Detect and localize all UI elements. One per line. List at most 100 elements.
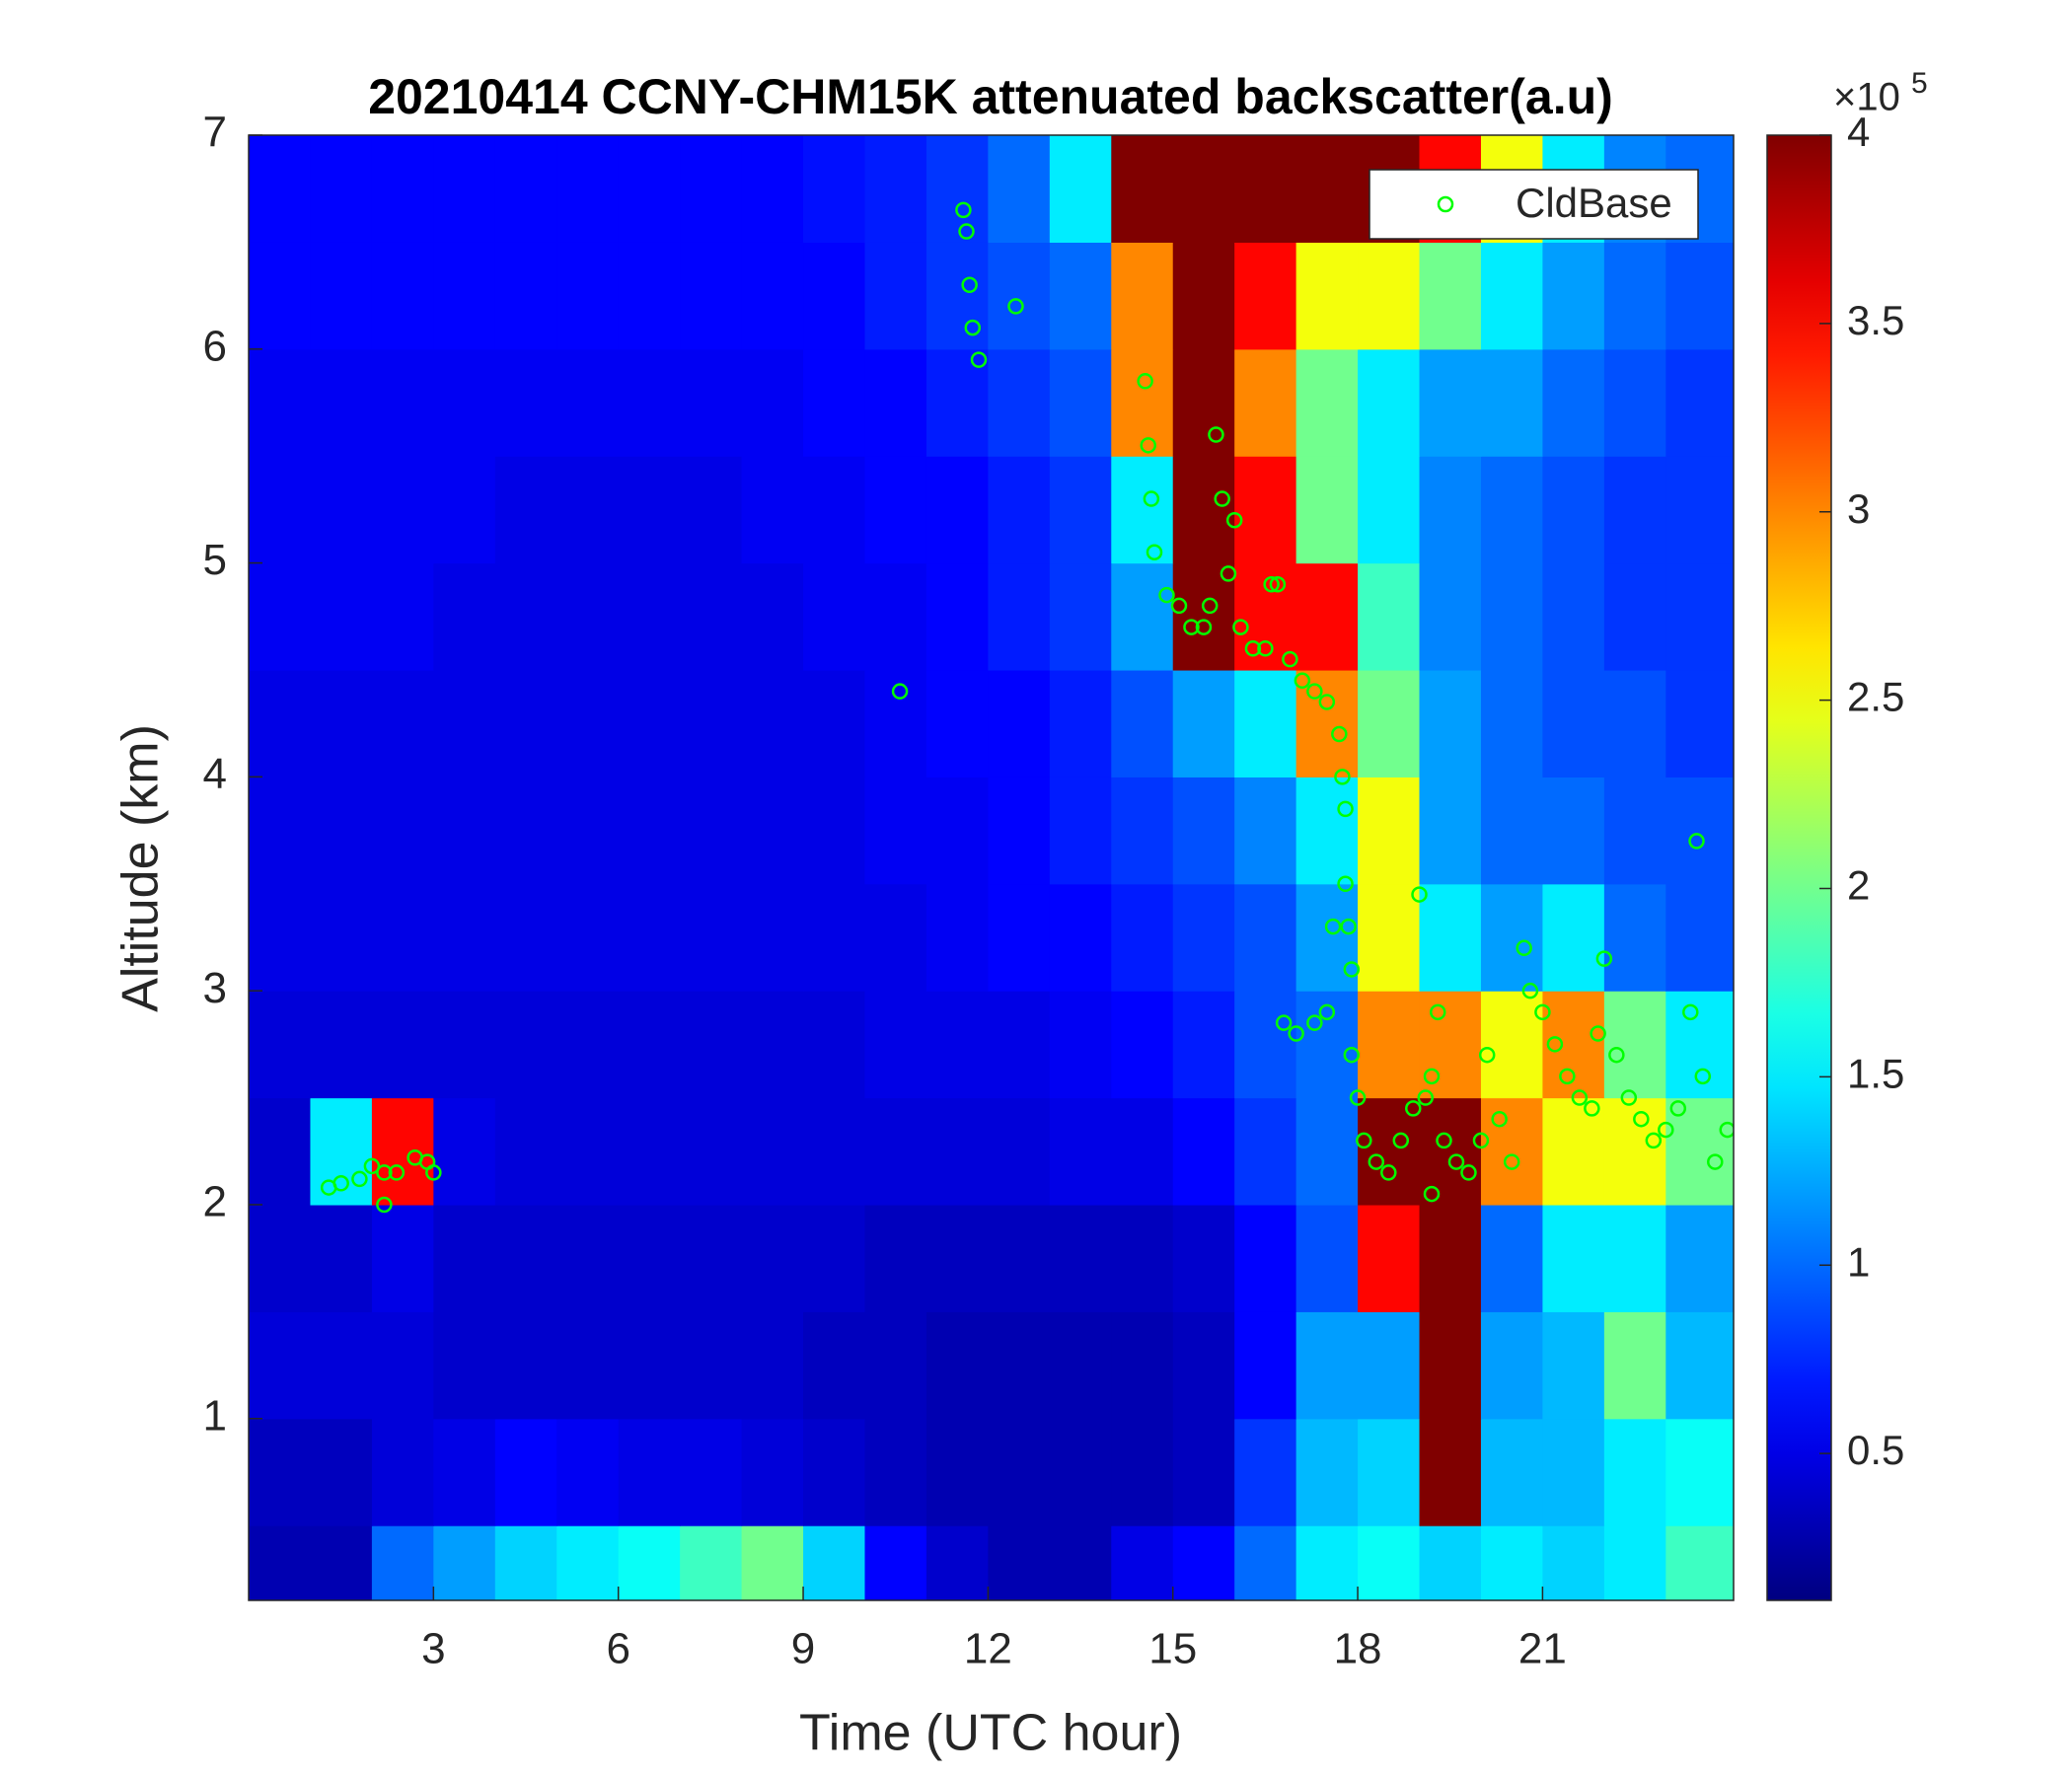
heat-cell bbox=[1665, 1418, 1734, 1526]
heat-cell bbox=[1603, 456, 1666, 564]
cloud-base-point bbox=[1521, 982, 1539, 999]
heat-cell bbox=[1480, 456, 1544, 564]
heat-cell bbox=[1665, 883, 1734, 992]
cloud-base-point bbox=[958, 223, 975, 240]
heat-cell bbox=[1603, 991, 1666, 1099]
heat-cell bbox=[1419, 348, 1482, 457]
heat-cell bbox=[1542, 242, 1605, 350]
heat-cell bbox=[925, 1311, 989, 1420]
cloud-base-point bbox=[1343, 1046, 1361, 1064]
heat-cell bbox=[988, 1418, 1051, 1526]
heat-cell bbox=[1480, 1204, 1544, 1312]
heat-cell bbox=[371, 348, 434, 457]
heat-cell bbox=[864, 1311, 927, 1420]
cloud-base-point bbox=[1719, 1121, 1734, 1139]
heat-cell bbox=[1111, 135, 1174, 243]
heat-cell bbox=[310, 242, 373, 350]
cloud-base-point bbox=[1503, 1153, 1520, 1170]
heat-cell bbox=[433, 242, 496, 350]
heat-cell bbox=[494, 777, 557, 885]
heat-cell bbox=[1049, 1204, 1112, 1312]
heat-cell bbox=[741, 1525, 804, 1600]
heat-cell bbox=[618, 348, 681, 457]
heat-cell bbox=[680, 242, 743, 350]
heat-cell bbox=[618, 1311, 681, 1420]
chart-title: 20210414 CCNY-CHM15K attenuated backscat… bbox=[368, 69, 1613, 124]
y-tick-label: 3 bbox=[203, 964, 227, 1012]
heat-cell bbox=[988, 777, 1051, 885]
heat-cell bbox=[494, 135, 557, 243]
heat-cell bbox=[803, 242, 866, 350]
heat-cell bbox=[988, 991, 1051, 1099]
heat-cell bbox=[864, 883, 927, 992]
heat-cell bbox=[925, 883, 989, 992]
heat-cell bbox=[310, 135, 373, 243]
heat-cell bbox=[371, 883, 434, 992]
heat-cell bbox=[618, 669, 681, 777]
cloud-base-point bbox=[1201, 597, 1219, 615]
cloud-base-point bbox=[964, 319, 982, 336]
cloud-base-point bbox=[1214, 490, 1230, 507]
cloud-base-point bbox=[1682, 1003, 1699, 1021]
heat-cell bbox=[249, 1418, 312, 1526]
axes: 3 6 9 12 15 18 211234567CldBase0.511.522.533.5… bbox=[203, 109, 1905, 1673]
heat-cell bbox=[494, 669, 557, 777]
heat-cell bbox=[618, 1418, 681, 1526]
heat-cell bbox=[988, 242, 1051, 350]
heat-cell bbox=[988, 1311, 1051, 1420]
heat-cell bbox=[680, 991, 743, 1099]
heat-cell bbox=[433, 1525, 496, 1600]
heat-cell bbox=[1665, 456, 1734, 564]
heat-cell bbox=[1111, 883, 1174, 992]
cloud-base-point bbox=[1478, 1046, 1496, 1064]
heat-cell bbox=[433, 348, 496, 457]
heat-cell bbox=[1234, 242, 1297, 350]
heat-cell bbox=[988, 348, 1051, 457]
heat-cell bbox=[433, 456, 496, 564]
heat-cell bbox=[1603, 669, 1666, 777]
heat-cell bbox=[249, 135, 312, 243]
heat-cell bbox=[1480, 1525, 1544, 1600]
heat-cell bbox=[1295, 883, 1359, 992]
heat-cell bbox=[249, 348, 312, 457]
cloud-base-point bbox=[955, 201, 972, 219]
heat-cell bbox=[864, 1097, 927, 1206]
heat-cell bbox=[1480, 1097, 1544, 1206]
heat-cell bbox=[556, 456, 620, 564]
heat-cell bbox=[1295, 562, 1359, 671]
cloud-base-point bbox=[1595, 950, 1613, 967]
y-tick-label: 6 bbox=[203, 322, 227, 370]
cloud-base-point bbox=[1349, 1089, 1367, 1106]
heat-cell bbox=[803, 348, 866, 457]
heat-cell bbox=[1295, 669, 1359, 777]
heat-cell bbox=[1603, 883, 1666, 992]
legend-label: CldBase bbox=[1516, 180, 1672, 226]
heat-cell bbox=[494, 1204, 557, 1312]
heat-cell bbox=[741, 456, 804, 564]
heat-cell bbox=[1480, 669, 1544, 777]
colorbar-tick-label: 1 bbox=[1847, 1238, 1870, 1285]
heat-cell bbox=[310, 1311, 373, 1420]
heat-cell bbox=[433, 1097, 496, 1206]
heat-cell bbox=[433, 777, 496, 885]
heat-cell bbox=[1049, 991, 1112, 1099]
heat-cell bbox=[1358, 1525, 1421, 1600]
heat-cell bbox=[1111, 1525, 1174, 1600]
heat-cell bbox=[433, 1311, 496, 1420]
y-tick-label: 1 bbox=[203, 1391, 227, 1440]
heat-cell bbox=[925, 456, 989, 564]
colorbar-tick-label: 2 bbox=[1847, 862, 1870, 909]
heat-cell bbox=[680, 562, 743, 671]
heat-cell bbox=[249, 242, 312, 350]
heat-cell bbox=[988, 1097, 1051, 1206]
colorbar-exponent: 5 bbox=[1911, 67, 1928, 100]
cloud-base-point bbox=[1608, 1046, 1625, 1064]
heat-cell bbox=[1049, 777, 1112, 885]
heat-cell bbox=[1419, 1525, 1482, 1600]
y-tick-label: 4 bbox=[203, 750, 227, 798]
heat-cell bbox=[1480, 777, 1544, 885]
colorbar-tick-label: 1.5 bbox=[1847, 1050, 1904, 1096]
heat-cell bbox=[988, 135, 1051, 243]
cloud-base-point bbox=[1405, 1100, 1422, 1117]
